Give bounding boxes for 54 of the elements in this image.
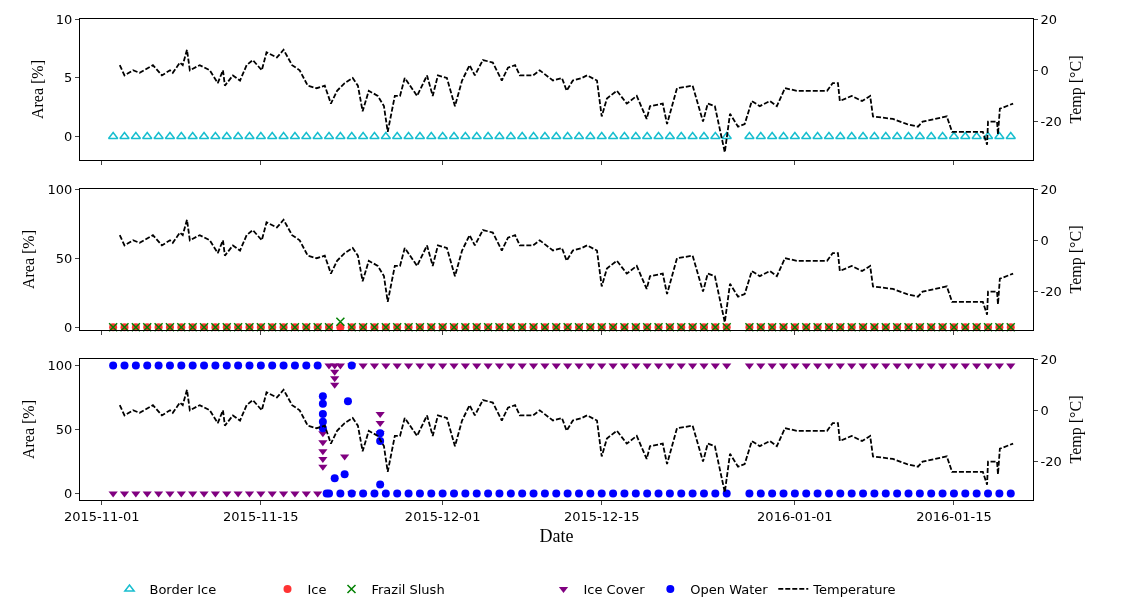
point [340,454,350,461]
y2-tick-label: -20 [1040,284,1062,300]
x-tick-label: 2016-01-01 [757,508,833,524]
legend-label: Ice Cover [583,582,646,598]
x-tick-label: 2015-12-15 [563,508,640,524]
point [318,392,327,401]
point [375,421,385,428]
legend-label: Frazil Slush [371,582,445,598]
line-series [118,48,1015,154]
y-tick-label: 5 [64,70,73,86]
x-axis-title: Date [539,525,574,546]
y-tick-label: 50 [55,250,73,266]
point [330,474,339,483]
point [376,480,385,489]
y-tick-label: 0 [64,319,73,335]
point [318,449,328,456]
y2-tick-label: -20 [1040,454,1062,470]
y-axis-title: Area [%] [20,229,38,290]
y2-tick-label: 0 [1040,402,1049,418]
y2-axis-title: Temp [°C] [1066,55,1085,124]
y-axis-title: Area [%] [20,399,38,460]
legend-label: Temperature [812,582,896,598]
point [340,470,349,479]
y-axis-title: Area [%] [28,59,46,120]
y2-axis-title: Temp [°C] [1066,225,1085,294]
x-tick-label: 2015-11-01 [64,508,140,524]
point [330,376,340,383]
point [330,363,340,370]
point [318,399,327,408]
y-tick-label: 0 [64,129,73,145]
point [318,410,327,419]
y2-tick-label: 0 [1040,232,1049,248]
x-tick-label: 2015-11-15 [223,508,299,524]
y2-tick-label: 20 [1040,351,1058,367]
y-tick-label: 10 [55,11,73,27]
legend-label: Open Water [690,582,769,598]
x-tick-label: 2016-01-15 [916,508,992,524]
point [318,456,328,463]
point [343,397,352,406]
y-tick-label: 100 [47,181,73,197]
point [330,369,340,376]
y2-tick-label: 20 [1040,181,1058,197]
y2-axis-title: Temp [°C] [1066,395,1085,464]
y-tick-label: 50 [55,422,73,438]
legend-label: Ice [307,582,327,598]
y2-tick-label: -20 [1040,114,1062,130]
y-tick-label: 100 [47,357,73,373]
x-tick-label: 2015-12-01 [404,508,481,524]
y2-tick-label: 20 [1040,11,1058,27]
point [375,412,385,419]
legend-label: Border Ice [149,582,217,598]
y2-tick-label: 0 [1040,62,1049,78]
point [318,440,328,447]
y-tick-label: 0 [64,486,73,502]
